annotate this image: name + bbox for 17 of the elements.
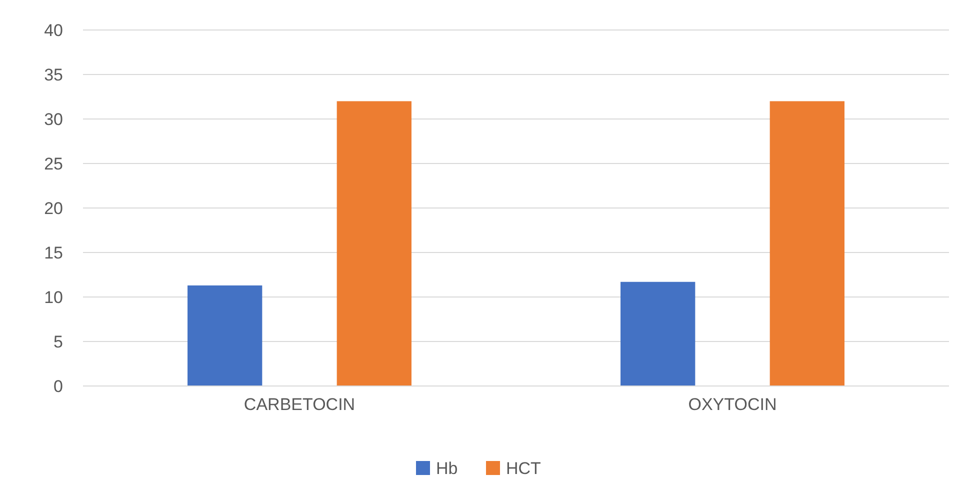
x-tick-label: OXYTOCIN bbox=[688, 395, 777, 414]
y-tick-label: 15 bbox=[44, 243, 63, 262]
x-tick-label: CARBETOCIN bbox=[244, 395, 356, 414]
y-tick-label: 20 bbox=[44, 198, 63, 218]
y-tick-label: 25 bbox=[44, 154, 63, 174]
y-tick-label: 35 bbox=[44, 65, 63, 84]
legend-label: Hb bbox=[436, 458, 458, 478]
y-tick-label: 40 bbox=[44, 20, 63, 40]
y-tick-label: 5 bbox=[54, 332, 63, 352]
bar bbox=[770, 101, 844, 386]
y-tick-label: 0 bbox=[54, 376, 63, 396]
bar bbox=[620, 282, 696, 386]
legend-label: HCT bbox=[506, 458, 541, 478]
bar bbox=[336, 101, 412, 386]
y-tick-label: 10 bbox=[44, 288, 63, 307]
y-tick-label: 30 bbox=[44, 110, 63, 129]
bar bbox=[188, 285, 262, 386]
